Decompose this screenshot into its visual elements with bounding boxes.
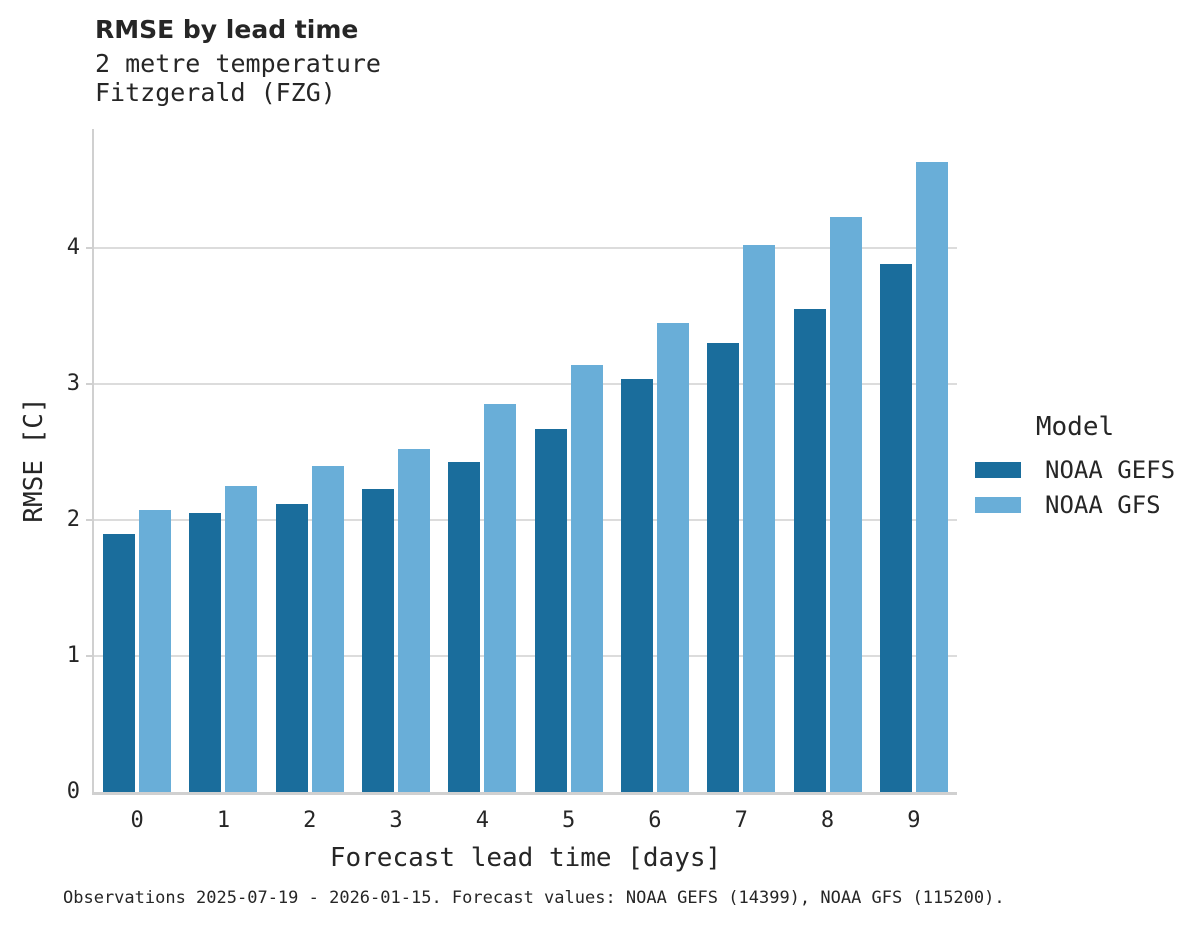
y-tick-mark	[86, 655, 92, 657]
chart-subtitle-station: Fitzgerald (FZG)	[95, 78, 336, 107]
bar-noaa-gfs	[570, 364, 603, 792]
bar-noaa-gefs	[620, 378, 653, 792]
x-tick-label: 5	[562, 808, 576, 833]
bar-noaa-gfs	[398, 449, 431, 792]
x-axis-title: Forecast lead time [days]	[329, 843, 722, 873]
bar-noaa-gefs	[275, 503, 308, 792]
bar-noaa-gefs	[707, 343, 740, 792]
x-tick-label: 8	[820, 808, 835, 833]
x-tick-label: 9	[907, 808, 921, 833]
x-tick-label: 2	[303, 808, 317, 833]
gridline	[94, 519, 957, 521]
legend-swatch	[975, 496, 1021, 513]
chart-subtitle-variable: 2 metre temperature	[95, 49, 381, 78]
bar-group	[698, 129, 784, 792]
bar-group	[94, 129, 180, 792]
bar-noaa-gefs	[534, 428, 567, 792]
bar-noaa-gefs	[793, 309, 826, 792]
footnote: Observations 2025-07-19 - 2026-01-15. Fo…	[63, 888, 1005, 908]
x-axis-ticks: 0 1 2 3 4 5 6 7 8 9	[94, 808, 957, 834]
legend-label: NOAA GFS	[1045, 490, 1161, 519]
y-axis-spine	[92, 129, 94, 792]
bar-noaa-gefs	[189, 513, 222, 792]
bar-noaa-gfs	[829, 216, 862, 792]
x-axis-spine	[92, 792, 957, 795]
bars	[94, 129, 957, 792]
gridline	[94, 655, 957, 657]
y-tick-label: 4	[66, 235, 80, 260]
x-tick-label: 1	[216, 808, 231, 833]
bar-noaa-gfs	[139, 510, 172, 792]
legend-label: NOAA GEFS	[1045, 455, 1176, 484]
x-tick-label: 6	[648, 808, 662, 833]
legend-title: Model	[1035, 412, 1115, 442]
bar-group	[612, 129, 698, 792]
x-tick-label: 4	[475, 808, 489, 833]
y-tick-label: 2	[66, 507, 80, 532]
bar-noaa-gfs	[656, 322, 689, 792]
gridline	[94, 247, 957, 249]
bar-group	[525, 129, 611, 792]
bar-group	[871, 129, 957, 792]
plot-area	[86, 129, 957, 795]
x-tick-label: 3	[389, 808, 403, 833]
y-axis-ticks: 0 1 2 3 4	[0, 129, 80, 803]
y-tick-label: 1	[66, 643, 80, 668]
gridline	[94, 383, 957, 386]
legend: Model NOAA GEFS NOAA GFS	[975, 412, 1175, 522]
bar-noaa-gefs	[362, 488, 395, 792]
bar-noaa-gefs	[103, 533, 136, 792]
bar-noaa-gefs	[448, 461, 481, 792]
chart-title: RMSE by lead time	[95, 15, 359, 44]
x-tick-label: 0	[130, 808, 144, 833]
bar-noaa-gfs	[915, 162, 948, 792]
bar-group	[180, 129, 266, 792]
bar-group	[784, 129, 870, 792]
bar-group	[439, 129, 525, 792]
bar-noaa-gfs	[484, 404, 517, 792]
legend-item: NOAA GFS	[975, 487, 1175, 522]
legend-swatch	[975, 461, 1021, 478]
y-tick-label: 3	[66, 371, 80, 396]
bar-noaa-gfs	[311, 465, 344, 792]
legend-item: NOAA GEFS	[975, 452, 1175, 487]
y-tick-mark	[86, 519, 92, 521]
legend-items: NOAA GEFS NOAA GFS	[975, 452, 1175, 522]
bar-group	[267, 129, 353, 792]
x-tick-label: 7	[734, 808, 748, 833]
bar-noaa-gfs	[225, 486, 258, 792]
y-tick-label: 0	[66, 779, 80, 804]
y-tick-mark	[86, 247, 92, 249]
bar-noaa-gfs	[743, 245, 776, 792]
bar-noaa-gefs	[879, 264, 912, 792]
bar-group	[353, 129, 439, 792]
y-tick-mark	[86, 383, 92, 386]
